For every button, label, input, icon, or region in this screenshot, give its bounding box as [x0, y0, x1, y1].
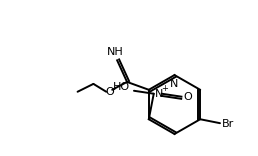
Text: Br: Br [222, 119, 234, 129]
Text: HO: HO [113, 82, 130, 92]
Text: O: O [183, 92, 192, 102]
Text: NH: NH [107, 47, 124, 57]
Text: N: N [155, 89, 163, 99]
Text: +: + [161, 84, 167, 93]
Text: N: N [170, 79, 179, 89]
Text: O: O [106, 87, 115, 97]
